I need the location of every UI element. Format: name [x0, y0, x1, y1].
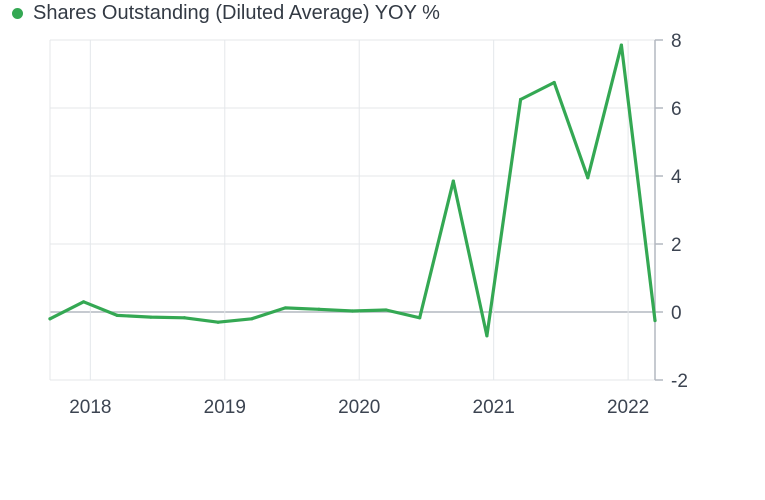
x-tick-label: 2021 — [473, 397, 515, 418]
data-point — [350, 309, 355, 313]
data-point — [619, 43, 623, 47]
y-tick-label: -2 — [671, 371, 688, 392]
x-tick-label: 2022 — [607, 397, 649, 418]
data-point — [317, 307, 321, 311]
data-point — [518, 97, 523, 102]
data-point — [552, 80, 556, 85]
legend-label: Shares Outstanding (Diluted Average) YOY… — [33, 2, 440, 24]
x-tick-label: 2019 — [204, 397, 246, 418]
data-point — [182, 316, 187, 320]
y-tick-label: 8 — [671, 31, 682, 52]
y-tick-label: 2 — [671, 235, 682, 256]
data-point — [384, 308, 388, 312]
y-tick-label: 6 — [671, 99, 682, 120]
axes — [49, 39, 663, 381]
data-point — [149, 315, 153, 319]
data-point — [82, 300, 86, 304]
data-point — [48, 317, 52, 321]
data-point — [216, 320, 220, 324]
data-point — [250, 317, 254, 321]
legend-dot-icon — [12, 8, 23, 19]
data-point — [115, 313, 119, 317]
y-tick-label: 0 — [671, 303, 682, 324]
data-point — [451, 179, 455, 183]
x-tick-label: 2020 — [338, 397, 380, 418]
legend[interactable]: Shares Outstanding (Diluted Average) YOY… — [12, 2, 440, 25]
tick-labels: 8 6 4 2 0 -2 2018 2019 2020 2021 2022 — [69, 31, 688, 418]
data-point — [653, 318, 657, 323]
y-tick-label: 4 — [671, 167, 682, 188]
data-point — [586, 176, 590, 180]
series-line — [48, 43, 657, 338]
data-point — [485, 334, 489, 338]
series-layer — [48, 43, 657, 338]
data-point — [418, 316, 422, 320]
grid — [50, 39, 655, 381]
data-point — [283, 306, 287, 310]
x-tick-label: 2018 — [69, 397, 111, 418]
